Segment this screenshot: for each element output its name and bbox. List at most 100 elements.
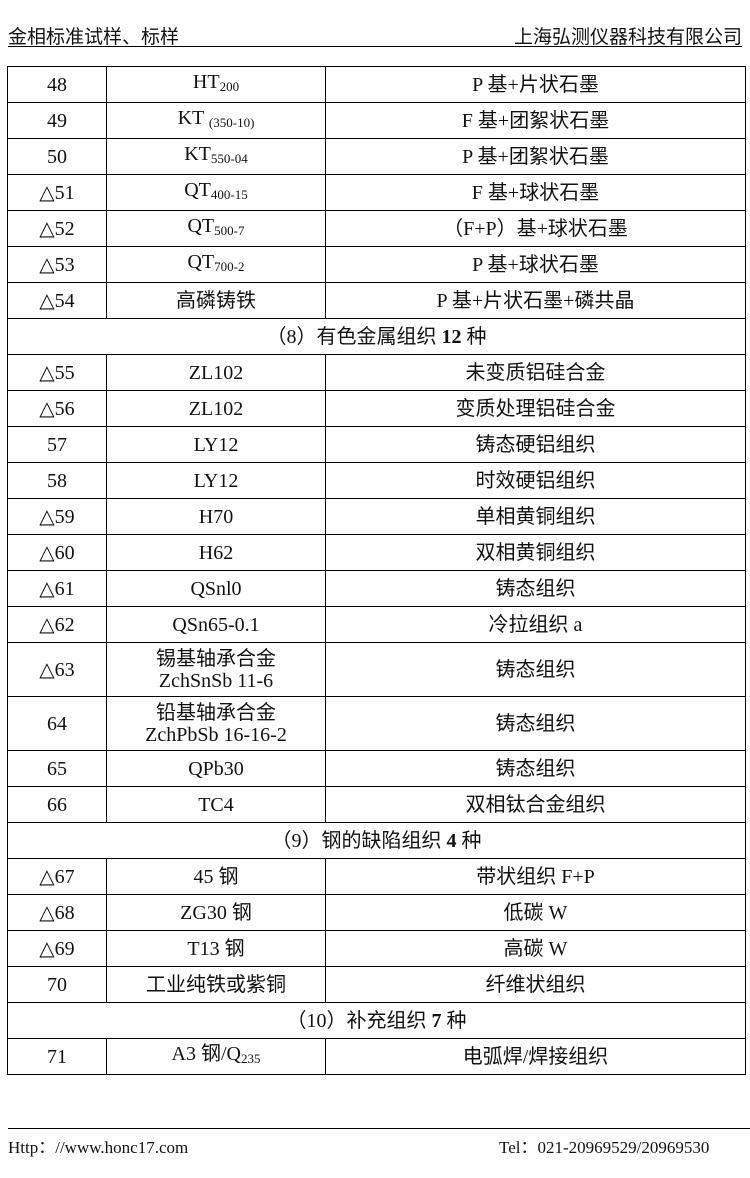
table-row: △60 H62 双相黄铜组织 — [7, 534, 746, 571]
number-cell: 57 — [7, 426, 107, 463]
structure-description: F 基+团絮状石墨 — [461, 109, 610, 132]
row-number: 48 — [47, 73, 67, 96]
structure-cell: 铸态组织 — [325, 696, 746, 751]
grade-cell: ZG30 钢 — [106, 894, 326, 931]
section-count: 4 — [441, 829, 462, 852]
grade-cell: T13 钢 — [106, 930, 326, 967]
grade: ZL102 — [188, 361, 244, 384]
row-number: △62 — [39, 613, 75, 636]
grade-cell: KT550-04 — [106, 138, 326, 175]
grade-cell: LY12 — [106, 462, 326, 499]
number-cell: △53 — [7, 246, 107, 283]
structure-cell: 铸态组织 — [325, 642, 746, 697]
structure-description: 铸态组织 — [495, 658, 576, 681]
row-number: △60 — [39, 541, 75, 564]
number-cell: △55 — [7, 354, 107, 391]
structure-description: 时效硬铝组织 — [475, 469, 596, 492]
row-number: △61 — [39, 577, 75, 600]
section-label: （10）补充组织 — [286, 1009, 427, 1032]
structure-cell: 电弧焊/焊接组织 — [325, 1038, 746, 1075]
grade: TC4 — [198, 793, 234, 816]
structure-description: 铸态硬铝组织 — [475, 433, 596, 456]
grade-cell: 铅基轴承合金 ZchPbSb 16-16-2 — [106, 696, 326, 751]
section-cell: （8）有色金属组织 12 种 — [7, 318, 746, 355]
structure-description: （F+P）基+球状石墨 — [443, 217, 628, 240]
grade-cell: QSnl0 — [106, 570, 326, 607]
structure-cell: 变质处理铝硅合金 — [325, 390, 746, 427]
number-cell: △60 — [7, 534, 107, 571]
grade-cell: 工业纯铁或紫铜 — [106, 966, 326, 1003]
row-number: △68 — [39, 901, 75, 924]
structure-description: 低碳 W — [503, 901, 568, 924]
number-cell: 49 — [7, 102, 107, 139]
table-row: △62 QSn65-0.1 冷拉组织 a — [7, 606, 746, 643]
row-number: △69 — [39, 937, 75, 960]
structure-cell: 单相黄铜组织 — [325, 498, 746, 535]
grade-cell: ZL102 — [106, 354, 326, 391]
number-cell: 50 — [7, 138, 107, 175]
grade: H62 — [198, 541, 234, 564]
grade-subscript: 550-04 — [210, 151, 248, 166]
row-number: 49 — [47, 109, 67, 132]
structure-cell: （F+P）基+球状石墨 — [325, 210, 746, 247]
grade: HT — [192, 71, 220, 93]
structure-cell: P 基+球状石墨 — [325, 246, 746, 283]
grade-cell: HT200 — [106, 66, 326, 103]
row-number: 70 — [47, 973, 67, 996]
row-number: 58 — [47, 469, 67, 492]
structure-description: 冷拉组织 a — [488, 613, 583, 636]
structure-description: P 基+片状石墨+磷共晶 — [436, 289, 635, 312]
structure-cell: 铸态硬铝组织 — [325, 426, 746, 463]
section-header: （10）补充组织 7 种 — [7, 1002, 746, 1039]
grade: 工业纯铁或紫铜 — [146, 973, 286, 996]
table-row: 71 A3 钢/Q235 电弧焊/焊接组织 — [7, 1038, 746, 1075]
grade: LY12 — [193, 469, 239, 492]
structure-cell: 铸态组织 — [325, 750, 746, 787]
structure-cell: 时效硬铝组织 — [325, 462, 746, 499]
grade-cell: QT400-15 — [106, 174, 326, 211]
structure-description: P 基+片状石墨 — [472, 73, 599, 96]
row-number: △51 — [39, 181, 75, 204]
structure-description: 纤维状组织 — [485, 973, 586, 996]
table-row: 49 KT (350-10) F 基+团絮状石墨 — [7, 102, 746, 139]
number-cell: 64 — [7, 696, 107, 751]
row-number: △56 — [39, 397, 75, 420]
header-company: 上海弘测仪器科技有限公司 — [513, 27, 742, 48]
table-row: 70 工业纯铁或紫铜 纤维状组织 — [7, 966, 746, 1003]
grade: 45 钢 — [193, 865, 239, 888]
structure-description: F 基+球状石墨 — [471, 181, 600, 204]
number-cell: △62 — [7, 606, 107, 643]
grade: QT — [187, 251, 215, 273]
number-cell: 71 — [7, 1038, 107, 1075]
footer-website: Http：//www.honc17.com — [8, 1138, 189, 1157]
grade: QSn65-0.1 — [172, 613, 260, 636]
section-label: （9）钢的缺陷组织 — [271, 829, 442, 852]
row-number: 64 — [47, 712, 67, 735]
grade-cell: 高磷铸铁 — [106, 282, 326, 319]
row-number: 57 — [47, 433, 67, 456]
grade: 高磷铸铁 — [176, 289, 256, 312]
structure-cell: P 基+片状石墨+磷共晶 — [325, 282, 746, 319]
number-cell: △63 — [7, 642, 107, 697]
grade-cell: KT (350-10) — [106, 102, 326, 139]
table-row: △51 QT400-15 F 基+球状石墨 — [7, 174, 746, 211]
number-cell: △67 — [7, 858, 107, 895]
row-number: △67 — [39, 865, 75, 888]
structure-description: P 基+团絮状石墨 — [462, 145, 609, 168]
page-header: 金相标准试样、标样 上海弘测仪器科技有限公司 — [8, 20, 742, 48]
structure-cell: F 基+球状石墨 — [325, 174, 746, 211]
table-row: △52 QT500-7 （F+P）基+球状石墨 — [7, 210, 746, 247]
number-cell: △52 — [7, 210, 107, 247]
grade-subscript: 700-2 — [214, 259, 245, 274]
structure-description: P 基+球状石墨 — [472, 253, 599, 276]
row-number: 71 — [47, 1045, 67, 1068]
table-row: △63 锡基轴承合金 ZchSnSb 11-6 铸态组织 — [7, 642, 746, 697]
table-row: 65 QPb30 铸态组织 — [7, 750, 746, 787]
number-cell: 70 — [7, 966, 107, 1003]
grade-cell: QT700-2 — [106, 246, 326, 283]
grade-subscript: 400-15 — [210, 187, 248, 202]
grade-subscript: 500-7 — [214, 223, 245, 238]
structure-description: 单相黄铜组织 — [475, 505, 596, 528]
grade: KT — [184, 143, 211, 165]
row-number: △53 — [39, 253, 75, 276]
